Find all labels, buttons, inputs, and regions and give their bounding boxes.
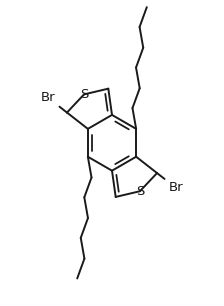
Text: Br: Br — [168, 181, 183, 194]
Text: S: S — [136, 185, 144, 198]
Text: S: S — [80, 88, 88, 101]
Text: Br: Br — [41, 91, 56, 104]
